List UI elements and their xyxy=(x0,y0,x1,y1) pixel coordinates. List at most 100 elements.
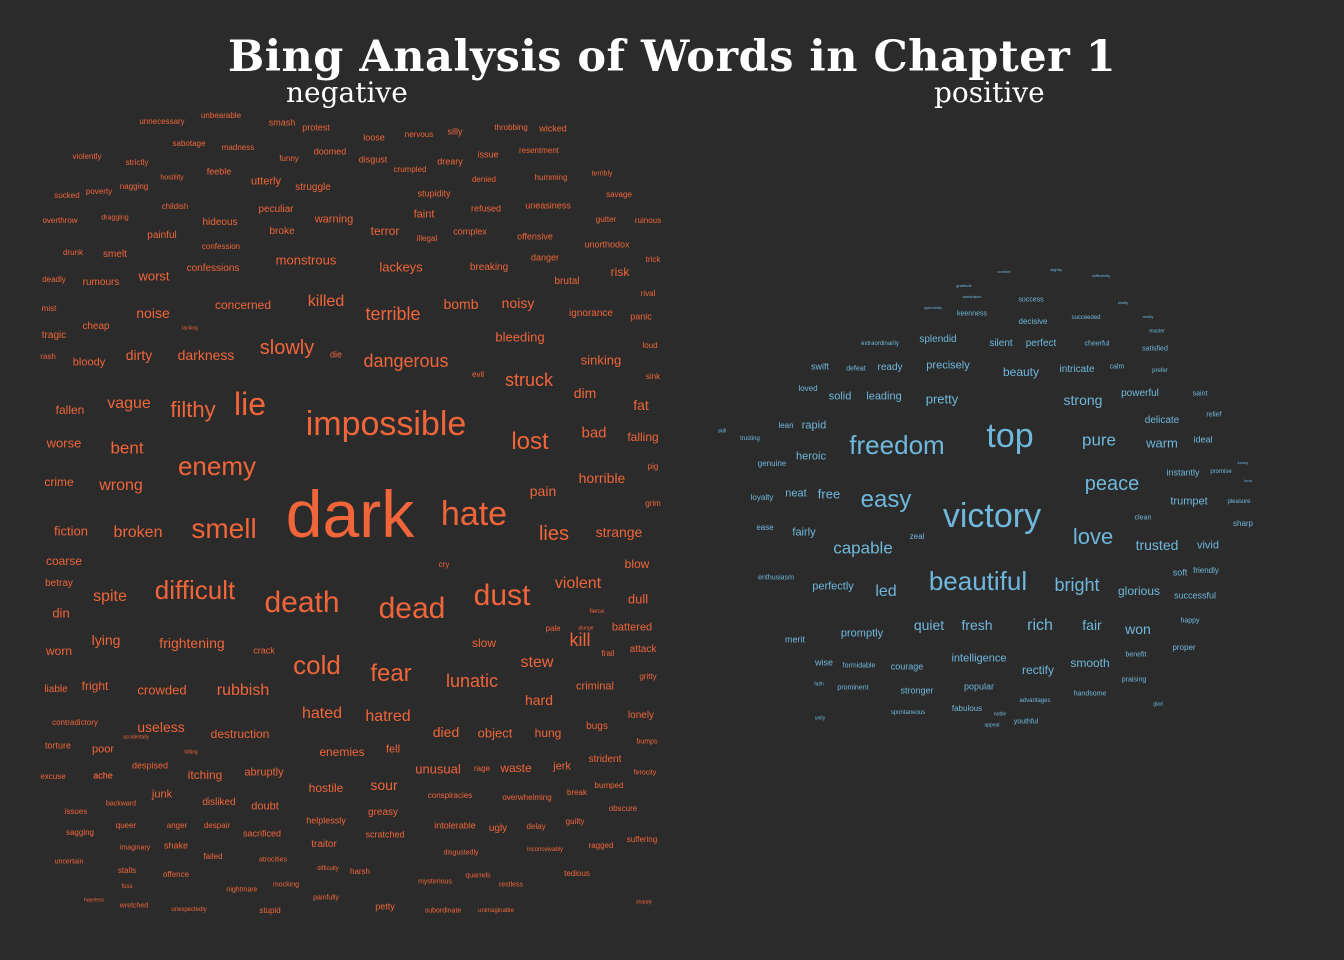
positive-word: formidable xyxy=(842,662,876,670)
negative-word: harsh xyxy=(349,867,371,876)
negative-word: intolerable xyxy=(434,820,476,831)
negative-word: subordinate xyxy=(424,907,462,915)
positive-word: led xyxy=(875,583,897,600)
negative-word: stupid xyxy=(259,906,281,915)
negative-word: smelt xyxy=(103,249,127,260)
negative-word: bleeding xyxy=(495,329,545,345)
negative-word: ugly xyxy=(488,823,508,834)
negative-word: destruction xyxy=(210,727,270,741)
positive-word: glorious xyxy=(1117,584,1161,598)
positive-word: free xyxy=(817,486,841,502)
negative-word: greasy xyxy=(367,807,399,818)
negative-word: disgust xyxy=(358,154,388,165)
negative-word: issue xyxy=(477,149,499,160)
negative-word: smell xyxy=(191,513,257,544)
negative-word: trick xyxy=(645,255,661,264)
positive-label: positive xyxy=(934,76,1045,109)
positive-word: enthusiasm xyxy=(758,574,794,582)
positive-word: easy xyxy=(860,486,912,513)
positive-word: genuine xyxy=(757,459,787,468)
negative-word: break xyxy=(566,788,588,797)
positive-word: calm xyxy=(1109,363,1125,371)
negative-word: rubbish xyxy=(216,682,270,699)
negative-word: drunk xyxy=(62,248,84,257)
positive-word: admiration xyxy=(962,294,982,299)
negative-word: nightmare xyxy=(226,886,258,894)
negative-word: fuss xyxy=(121,884,133,890)
negative-word: doubt xyxy=(251,800,279,813)
negative-word: denied xyxy=(471,175,497,184)
negative-word: ferocity xyxy=(633,769,657,777)
negative-word: offensive xyxy=(517,231,553,242)
negative-word: filthy xyxy=(170,397,216,422)
negative-word: atrocities xyxy=(258,856,288,864)
negative-word: die xyxy=(329,349,343,360)
negative-word: din xyxy=(52,605,70,621)
negative-word: attack xyxy=(629,644,657,655)
positive-word: appeal xyxy=(984,722,1000,729)
positive-word: solid xyxy=(828,390,852,403)
negative-word: quarrels xyxy=(465,872,491,880)
positive-word: loved xyxy=(798,384,818,393)
positive-word: swift xyxy=(811,361,829,372)
positive-word: comfort xyxy=(997,269,1011,274)
negative-word: sour xyxy=(370,777,398,793)
positive-word: fond xyxy=(1244,478,1252,483)
negative-word: plunge xyxy=(578,625,594,632)
negative-word: crowded xyxy=(137,682,187,698)
positive-word: won xyxy=(1125,621,1151,637)
positive-word: prominent xyxy=(837,684,869,692)
negative-word: smash xyxy=(268,117,296,128)
negative-word: hopeless xyxy=(83,897,105,904)
positive-word: lean xyxy=(778,421,794,430)
negative-word: betray xyxy=(45,578,73,589)
negative-word: savage xyxy=(606,190,632,199)
negative-word: petty xyxy=(375,901,395,912)
positive-word: stronger xyxy=(900,685,934,696)
negative-word: sacrificed xyxy=(242,828,282,839)
negative-word: useless xyxy=(137,719,185,735)
negative-word: fear xyxy=(370,660,412,687)
negative-word: panic xyxy=(630,311,652,322)
negative-word: broke xyxy=(269,226,295,237)
negative-word: horrible xyxy=(578,470,626,486)
negative-word: humming xyxy=(534,173,568,182)
positive-word: trusting xyxy=(740,436,760,442)
positive-word: capable xyxy=(833,538,893,558)
positive-word: vivid xyxy=(1196,539,1220,552)
positive-word: success xyxy=(1018,296,1044,304)
negative-word: funny xyxy=(279,154,299,163)
negative-word: lies xyxy=(538,523,570,545)
positive-word: pure xyxy=(1081,430,1117,450)
positive-word: promptly xyxy=(840,627,884,640)
negative-word: stew xyxy=(520,654,554,671)
negative-word: violent xyxy=(554,575,602,592)
positive-word: beauty xyxy=(1002,365,1040,379)
positive-word: neatly xyxy=(1142,314,1154,319)
negative-word: complex xyxy=(453,226,487,237)
negative-word: pale xyxy=(545,624,561,633)
positive-word: rectify xyxy=(1021,663,1055,677)
negative-word: helplessly xyxy=(306,815,346,826)
negative-word: enemies xyxy=(319,745,365,759)
positive-word: perfect xyxy=(1025,338,1057,349)
negative-word: broken xyxy=(113,524,163,541)
negative-word: despair xyxy=(203,821,231,830)
positive-word: unity xyxy=(814,715,826,722)
negative-word: fierce xyxy=(589,609,605,615)
positive-word: love xyxy=(1072,524,1114,549)
negative-word: sabotage xyxy=(172,139,206,148)
negative-word: dragging xyxy=(101,214,129,222)
negative-word: dull xyxy=(627,591,649,607)
positive-word: warm xyxy=(1146,435,1178,451)
positive-word: perfectly xyxy=(812,580,854,593)
negative-word: overwhelming xyxy=(502,793,552,802)
negative-word: criminal xyxy=(576,680,614,693)
positive-word: fabulous xyxy=(951,704,983,713)
positive-word: trumpet xyxy=(1170,495,1208,508)
negative-word: wretched xyxy=(119,902,149,910)
negative-word: guilty xyxy=(565,817,585,826)
negative-word: nervous xyxy=(404,130,434,139)
negative-word: suffering xyxy=(626,835,658,844)
